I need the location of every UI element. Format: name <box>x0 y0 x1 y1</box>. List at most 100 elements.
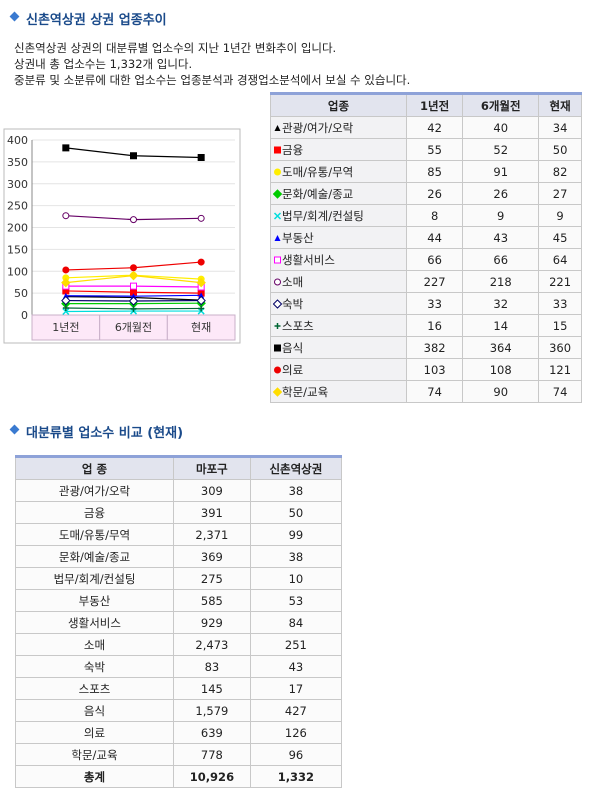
value-cell: 85 <box>405 160 464 183</box>
value-cell: 90 <box>462 380 540 403</box>
cell: 639 <box>173 721 251 744</box>
row: 생활서비스 66 66 64 <box>270 248 582 271</box>
series-name: 소매 <box>282 274 304 289</box>
trend-table: 업종 1년전 6개월전 현재 관광/여가/오락 42 40 34 금융 55 52 50 도매/유통/무… <box>270 92 582 403</box>
marker-icon <box>272 189 283 199</box>
name-cell: 문화/예술/종교 <box>270 182 407 205</box>
row: 스포츠 16 14 15 <box>270 314 582 337</box>
marker-icon <box>274 323 281 329</box>
header-cell: 업 종 <box>15 455 174 480</box>
cell: 금융 <box>15 501 174 524</box>
row: 소매 2,473 251 <box>15 633 343 656</box>
y-tick-label: 250 <box>7 200 28 213</box>
marker-icon <box>274 168 281 176</box>
cell: 929 <box>173 611 251 634</box>
marker <box>130 305 137 312</box>
marker <box>62 212 70 220</box>
series-name: 음식 <box>282 340 304 355</box>
category-box <box>31 314 101 341</box>
marker <box>274 366 281 374</box>
x-tick-label: 6개월전 <box>115 321 152 334</box>
header-cell: 마포구 <box>173 455 251 480</box>
row: 관광/여가/오락 42 40 34 <box>270 116 582 139</box>
row: 금융 391 50 <box>15 501 343 524</box>
cell: 427 <box>249 699 343 722</box>
value-cell: 74 <box>538 380 582 403</box>
name-cell: 금융 <box>270 138 407 161</box>
cell: 145 <box>173 677 251 700</box>
value-cell: 382 <box>405 336 464 359</box>
row: 숙박 33 32 33 <box>270 292 582 315</box>
value-cell: 221 <box>538 270 582 293</box>
marker <box>198 292 205 299</box>
description-line: 상권내 총 업소수는 1,332개 입니다. <box>14 57 193 71</box>
value-cell: 32 <box>462 292 540 315</box>
marker-icon <box>272 387 283 397</box>
row: 음식 382 364 360 <box>270 336 582 359</box>
cell: 83 <box>173 655 251 678</box>
cell: 84 <box>249 611 343 634</box>
value-cell: 43 <box>462 226 540 249</box>
marker-icon <box>272 299 283 309</box>
name-cell: 소매 <box>270 270 407 293</box>
series-name: 관광/여가/오락 <box>282 120 354 135</box>
marker <box>196 295 206 306</box>
row: 학문/교육 74 90 74 <box>270 380 582 403</box>
marker <box>62 307 70 316</box>
marker <box>130 152 137 160</box>
value-cell: 42 <box>405 116 464 139</box>
name-cell: 관광/여가/오락 <box>270 116 407 139</box>
value-cell: 360 <box>538 336 582 359</box>
marker <box>274 235 281 241</box>
marker <box>273 212 282 220</box>
total-cell: 1,332 <box>249 765 343 788</box>
description-line: 중분류 및 소분류에 대한 업소수는 업종분석과 경쟁업소분석에서 보실 수 있… <box>14 73 411 87</box>
value-cell: 14 <box>462 314 540 337</box>
marker-icon <box>274 256 281 264</box>
value-cell: 15 <box>538 314 582 337</box>
total-cell: 10,926 <box>173 765 251 788</box>
cell: 문화/예술/종교 <box>15 545 174 568</box>
value-cell: 33 <box>538 292 582 315</box>
x-tick-label: 1년전 <box>52 321 79 334</box>
value-cell: 9 <box>538 204 582 227</box>
marker <box>130 282 137 290</box>
row: 부동산 44 43 45 <box>270 226 582 249</box>
header-cell: 업종 <box>270 92 407 117</box>
row: 문화/예술/종교 369 38 <box>15 545 343 568</box>
row: 음식 1,579 427 <box>15 699 343 722</box>
series-name: 스포츠 <box>282 318 314 333</box>
marker <box>274 278 281 286</box>
name-cell: 생활서비스 <box>270 248 407 271</box>
value-cell: 26 <box>462 182 540 205</box>
marker <box>274 146 281 154</box>
header-row: 업종 1년전 6개월전 현재 <box>270 92 582 117</box>
marker <box>272 387 283 397</box>
marker <box>274 125 281 131</box>
bullet-icon <box>9 424 20 435</box>
marker <box>62 292 69 299</box>
value-cell: 55 <box>405 138 464 161</box>
cell: 관광/여가/오락 <box>15 479 174 502</box>
series-name: 학문/교육 <box>282 384 329 399</box>
row: 부동산 585 53 <box>15 589 343 612</box>
x-tick-label: 현재 <box>191 321 211 334</box>
marker <box>198 305 205 312</box>
header-cell: 현재 <box>538 92 582 117</box>
value-cell: 82 <box>538 160 582 183</box>
cell: 10 <box>249 567 343 590</box>
row: 생활서비스 929 84 <box>15 611 343 634</box>
marker <box>197 154 205 161</box>
marker <box>272 299 283 309</box>
header-cell: 1년전 <box>405 92 464 117</box>
cell: 778 <box>173 743 251 766</box>
cell: 생활서비스 <box>15 611 174 634</box>
marker-icon <box>274 366 281 374</box>
marker <box>128 296 139 306</box>
name-cell: 부동산 <box>270 226 407 249</box>
series-name: 생활서비스 <box>282 252 335 267</box>
row: 숙박 83 43 <box>15 655 343 678</box>
cell: 585 <box>173 589 251 612</box>
cell: 43 <box>249 655 343 678</box>
marker <box>197 258 205 266</box>
